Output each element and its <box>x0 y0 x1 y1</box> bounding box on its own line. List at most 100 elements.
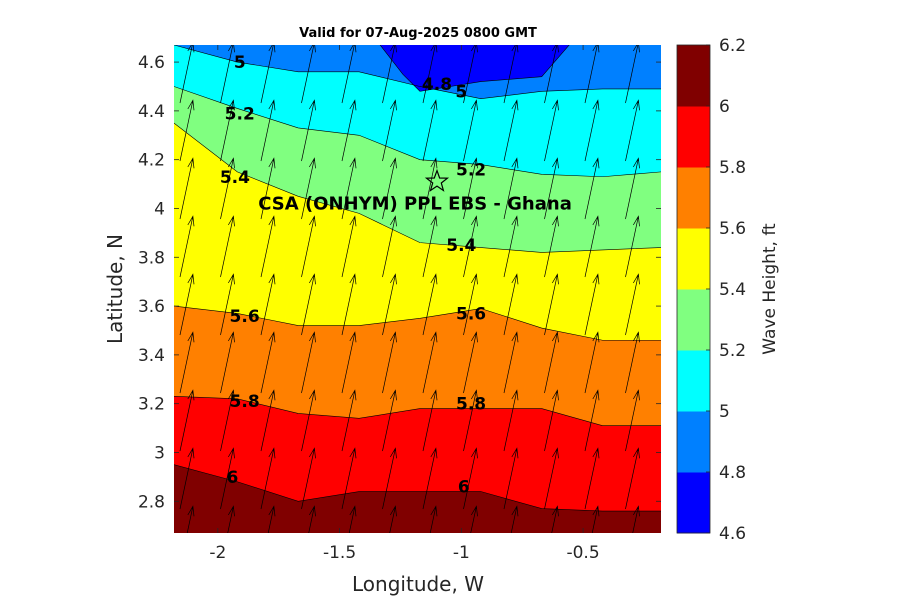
wave-arrow-10 <box>220 99 235 162</box>
wave-arrow-49 <box>382 273 397 336</box>
wave-arrow-90 <box>584 45 600 104</box>
colorbar-tick-label-7: 6 <box>719 97 730 117</box>
wave-arrow-63 <box>463 45 478 104</box>
wave-arrow-106 <box>625 447 640 510</box>
site-label: CSA (ONHYM) PPL EBS - Ghana <box>258 193 572 214</box>
contour-label-9: 5.8 <box>230 392 260 412</box>
wave-arrow-23 <box>260 331 276 394</box>
colorbar-swatch-1 <box>677 411 710 473</box>
wave-arrow-71 <box>470 505 478 533</box>
y-tick-label-5: 3.8 <box>138 248 165 268</box>
contour-line-5.4 <box>174 122 661 253</box>
wave-arrow-89 <box>551 505 559 533</box>
wave-arrow-61 <box>422 447 438 510</box>
y-axis-ticks: 2.8 3 3.2 3.4 3.6 3.8 4 4.2 4.4 4.6 <box>138 53 661 512</box>
wave-arrow-25 <box>260 447 276 510</box>
wave-arrow-82 <box>544 99 559 162</box>
colorbar-tick-label-0: 4.6 <box>719 524 746 544</box>
wave-arrow-52 <box>382 447 397 510</box>
wave-arrow-38 <box>341 157 357 220</box>
wave-arrow-79 <box>503 447 519 510</box>
colorbar-tick-label-4: 5.4 <box>719 280 746 300</box>
colorbar-tick-label-5: 5.6 <box>719 219 746 239</box>
wave-arrow-51 <box>382 389 397 452</box>
colorbar-swatch-3 <box>677 289 710 351</box>
wave-arrow-103 <box>625 273 640 336</box>
wave-arrow-93 <box>584 215 600 278</box>
y-tick-label-4: 3.6 <box>138 297 165 317</box>
contour-label-1: 4.8 <box>422 75 452 95</box>
contour-label-4: 5.2 <box>456 160 486 180</box>
wave-arrow-98 <box>591 505 600 533</box>
wave-arrow-86 <box>544 331 559 394</box>
wave-arrow-75 <box>503 215 519 278</box>
wave-arrow-100 <box>625 99 640 162</box>
wave-arrow-7 <box>179 447 195 510</box>
y-axis-label: Latitude, N <box>103 234 127 344</box>
wave-arrow-18 <box>260 45 276 104</box>
contour-label-3: 5.2 <box>225 104 255 124</box>
wave-arrow-57 <box>422 215 438 278</box>
wave-arrow-30 <box>301 215 316 278</box>
wave-arrow-13 <box>220 273 235 336</box>
wave-arrow-27 <box>301 45 316 104</box>
wave-arrow-77 <box>503 331 519 394</box>
wave-arrow-84 <box>544 215 559 278</box>
wave-arrow-33 <box>301 389 316 452</box>
wave-arrow-12 <box>220 215 235 278</box>
contour-label-12: 6 <box>458 478 470 498</box>
wave-direction-arrows <box>179 45 640 533</box>
wave-arrow-29 <box>301 157 316 220</box>
wave-arrow-22 <box>260 273 276 336</box>
x-tick-label-3: -0.5 <box>566 543 599 563</box>
wave-arrow-17 <box>227 505 235 533</box>
wave-arrow-94 <box>584 273 600 336</box>
wave-arrow-60 <box>422 389 438 452</box>
wave-arrow-37 <box>341 99 357 162</box>
colorbar-label: Wave Height, ft <box>760 223 780 355</box>
y-tick-label-6: 4 <box>154 199 165 219</box>
plot-area <box>174 45 661 533</box>
colorbar-swatch-0 <box>677 472 710 534</box>
wave-arrow-26 <box>267 505 276 533</box>
wave-arrow-67 <box>463 273 478 336</box>
y-tick-label-8: 4.4 <box>138 102 165 122</box>
wave-arrow-92 <box>584 157 600 220</box>
x-axis-ticks: -2 -1.5 -1 -0.5 <box>209 45 600 563</box>
wave-arrow-91 <box>584 99 600 162</box>
wave-arrow-66 <box>463 215 478 278</box>
wave-arrow-4 <box>179 273 195 336</box>
colorbar-swatch-2 <box>677 350 710 412</box>
wave-arrow-104 <box>625 331 640 394</box>
wave-arrow-70 <box>463 447 478 510</box>
colorbar-swatch-5 <box>677 167 710 229</box>
wave-arrow-99 <box>625 45 640 104</box>
wave-arrow-74 <box>503 157 519 220</box>
wave-arrow-46 <box>382 99 397 162</box>
wave-arrow-58 <box>422 273 438 336</box>
contour-labels: 54.8 55.25.25.45.45.6 5.65.8 5.86 6 <box>220 53 486 498</box>
contour-label-11: 6 <box>227 468 239 488</box>
wave-arrow-87 <box>544 389 559 452</box>
wave-arrow-105 <box>625 389 640 452</box>
colorbar-swatch-6 <box>677 106 710 168</box>
contour-line-6 <box>174 464 661 512</box>
wave-arrow-48 <box>382 215 397 278</box>
wave-arrow-34 <box>301 447 316 510</box>
wave-arrow-35 <box>308 505 316 533</box>
contour-label-5: 5.4 <box>220 168 250 188</box>
wave-arrow-85 <box>544 273 559 336</box>
wave-arrow-36 <box>341 45 357 104</box>
wave-arrow-43 <box>341 447 357 510</box>
wave-arrow-59 <box>422 331 438 394</box>
band-4.6-4.8 <box>379 45 570 92</box>
wave-arrow-76 <box>503 273 519 336</box>
wave-arrow-54 <box>422 45 438 104</box>
y-tick-label-1: 3 <box>154 443 165 463</box>
contour-line-5.2 <box>174 86 661 178</box>
wave-arrow-28 <box>301 99 316 162</box>
wave-arrow-50 <box>382 331 397 394</box>
contour-label-6: 5.4 <box>446 236 476 256</box>
wave-arrow-96 <box>584 389 600 452</box>
